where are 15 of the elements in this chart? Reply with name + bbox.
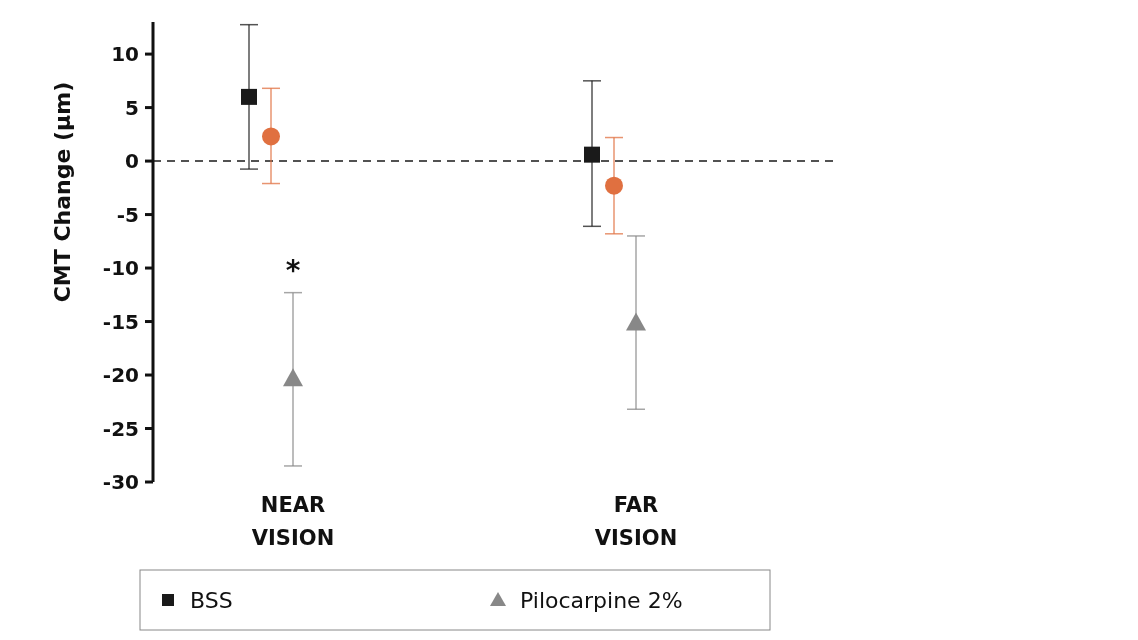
y-tick-label: -5: [116, 202, 139, 227]
y-axis-title: CMT Change (µm): [50, 81, 75, 303]
x-tick-label: FAR VISION: [594, 493, 678, 550]
y-tick-label: -25: [102, 416, 139, 441]
y-tick-label: 0: [125, 149, 139, 174]
y-tick-label: 10: [111, 42, 139, 67]
y-tick-label: -30: [102, 470, 139, 494]
x-tick-label: NEAR VISION: [251, 493, 335, 550]
legend-label: Pilocarpine 2%: [520, 587, 683, 613]
y-tick-label: -10: [102, 256, 139, 281]
y-tick-label: -20: [102, 363, 139, 388]
y-tick-label: -15: [102, 309, 139, 334]
legend-label: BSS: [190, 587, 233, 613]
y-tick-label: 5: [125, 95, 139, 120]
annotation: *: [285, 254, 301, 288]
